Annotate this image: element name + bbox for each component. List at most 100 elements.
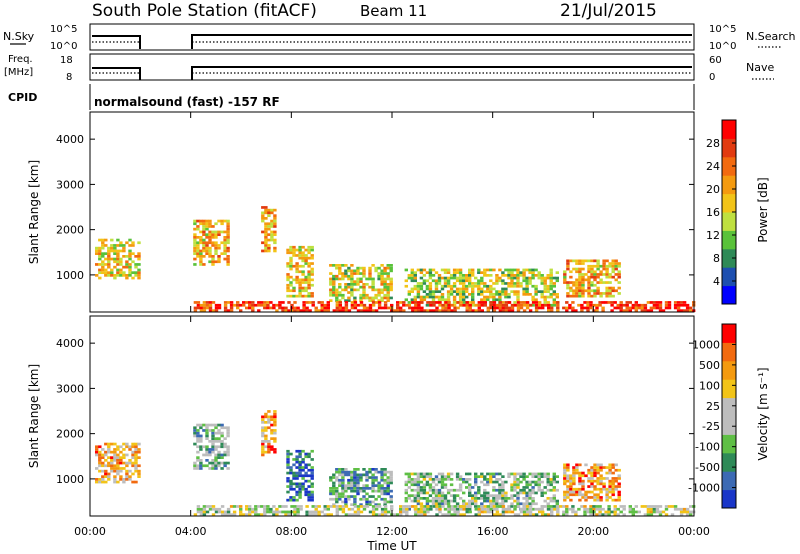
heatmap-cell-r5 — [407, 507, 411, 511]
heatmap-cell-r7 — [236, 301, 240, 304]
heatmap-cell-r0 — [119, 456, 123, 459]
heatmap-cell-r5 — [483, 497, 487, 500]
heatmap-cell-r7 — [634, 306, 638, 310]
heatmap-cell-r5 — [492, 502, 496, 506]
heatmap-cell-r1 — [196, 241, 200, 245]
heatmap-cell-r5 — [522, 276, 526, 280]
heatmap-cell-r7 — [465, 510, 469, 514]
heatmap-cell-r4 — [383, 500, 387, 504]
heatmap-cell-r2 — [273, 437, 277, 440]
heatmap-cell-r5 — [428, 271, 433, 274]
heatmap-cell-r7 — [217, 306, 222, 310]
heatmap-cell-r7 — [296, 505, 300, 508]
heatmap-cell-r4 — [356, 478, 360, 482]
heatmap-cell-r6 — [581, 281, 585, 284]
heatmap-cell-r5 — [437, 497, 442, 500]
heatmap-cell-r4 — [356, 468, 360, 471]
heatmap-cell-r5 — [477, 268, 481, 272]
heatmap-cell-r1 — [217, 244, 221, 247]
heatmap-cell-r7 — [326, 513, 330, 516]
heatmap-cell-r4 — [389, 266, 393, 270]
heatmap-cell-r0 — [134, 467, 138, 470]
heatmap-cell-r4 — [347, 277, 351, 281]
heatmap-cell-r7 — [504, 507, 509, 511]
heatmap-cell-r5 — [422, 282, 427, 285]
heatmap-cell-r7 — [676, 309, 681, 312]
heatmap-cell-r7 — [634, 505, 638, 508]
heatmap-cell-r0 — [125, 255, 129, 258]
heatmap-cell-r5 — [431, 491, 436, 495]
heatmap-cell-r0 — [134, 469, 138, 473]
heatmap-cell-r7 — [667, 505, 672, 508]
heatmap-cell-r0 — [101, 255, 105, 258]
heatmap-cell-r4 — [362, 468, 366, 471]
heatmap-cell-r5 — [446, 507, 451, 511]
heatmap-cell-r7 — [679, 303, 684, 307]
heatmap-cell-r0 — [110, 450, 114, 454]
heatmap-cell-r1 — [196, 236, 200, 239]
heatmap-cell-r7 — [619, 309, 623, 312]
heatmap-cell-r7 — [208, 303, 213, 307]
heatmap-cell-r4 — [329, 489, 333, 493]
heatmap-cell-r7 — [350, 303, 355, 307]
heatmap-cell-r7 — [589, 510, 593, 514]
heatmap-cell-r4 — [356, 269, 360, 273]
heatmap-cell-r7 — [513, 505, 518, 508]
heatmap-cell-r5 — [458, 290, 463, 293]
heatmap-cell-r6 — [611, 259, 615, 263]
heatmap-cell-r0 — [122, 448, 126, 451]
heatmap-cell-r3 — [295, 493, 299, 497]
heatmap-cell-r6 — [611, 275, 615, 279]
heatmap-cell-r6 — [611, 267, 615, 271]
heatmap-cell-r3 — [289, 479, 293, 483]
heatmap-cell-r5 — [498, 276, 502, 280]
heatmap-cell-r5 — [477, 293, 481, 296]
heatmap-cell-r6 — [578, 294, 582, 298]
heatmap-cell-r0 — [116, 480, 120, 484]
heatmap-cell-r5 — [537, 274, 541, 277]
heatmap-cell-r1 — [214, 426, 218, 430]
heatmap-cell-r2 — [267, 410, 271, 413]
heatmap-cell-r4 — [368, 487, 372, 490]
heatmap-cell-r5 — [477, 505, 481, 508]
heatmap-cell-r4 — [371, 288, 375, 292]
heatmap-cell-r7 — [583, 513, 587, 516]
heatmap-cell-r5 — [522, 502, 526, 506]
heatmap-cell-r6 — [566, 479, 570, 483]
heatmap-cell-r4 — [362, 283, 366, 286]
heatmap-cell-r5 — [471, 494, 475, 497]
heatmap-cell-r4 — [335, 296, 339, 300]
heatmap-cell-r5 — [516, 478, 520, 481]
heatmap-cell-r5 — [522, 472, 526, 476]
heatmap-cell-r7 — [622, 507, 626, 511]
heatmap-cell-r2 — [273, 219, 277, 223]
heatmap-cell-r5 — [434, 499, 439, 503]
heatmap-cell-r2 — [267, 448, 271, 451]
heatmap-cell-r1 — [220, 442, 224, 446]
heatmap-cell-r7 — [522, 301, 527, 304]
heatmap-cell-r4 — [377, 489, 381, 493]
heatmap-cell-r7 — [655, 507, 660, 511]
heatmap-cell-r3 — [310, 449, 314, 453]
heatmap-cell-r6 — [563, 498, 567, 502]
heatmap-cell-r7 — [426, 505, 430, 508]
heatmap-cell-r6 — [578, 267, 582, 271]
heatmap-cell-r4 — [353, 481, 357, 485]
heatmap-cell-r5 — [507, 295, 511, 299]
heatmap-cell-r1 — [196, 423, 200, 427]
heatmap-cell-r7 — [338, 507, 342, 511]
heatmap-cell-r7 — [492, 513, 497, 516]
heatmap-cell-r7 — [574, 513, 578, 516]
heatmap-cell-r7 — [556, 303, 560, 307]
heatmap-cell-r7 — [420, 309, 424, 312]
heatmap-cell-r7 — [272, 303, 276, 307]
heatmap-cell-r3 — [289, 275, 293, 279]
heatmap-cell-r5 — [513, 276, 517, 280]
heatmap-cell-r5 — [428, 478, 433, 481]
heatmap-cell-r5 — [501, 499, 505, 503]
heatmap-cell-r0 — [128, 469, 132, 473]
heatmap-cell-r5 — [455, 472, 460, 476]
heatmap-cell-r1 — [226, 222, 230, 226]
heatmap-cell-r7 — [556, 510, 560, 514]
heatmap-cell-r2 — [264, 437, 268, 440]
